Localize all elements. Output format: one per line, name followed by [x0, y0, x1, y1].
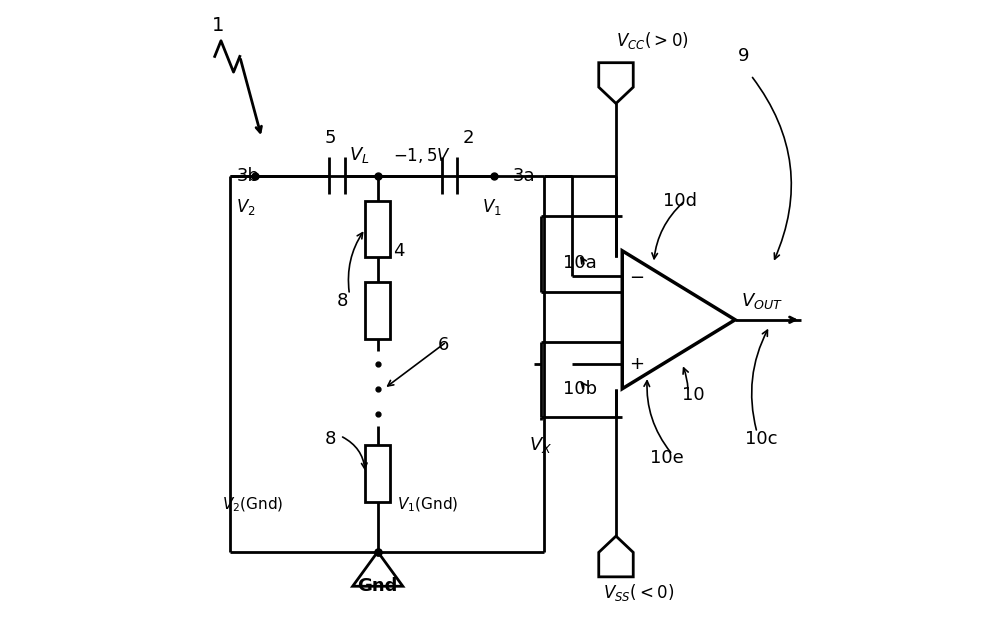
Text: 8: 8 — [337, 292, 348, 310]
Polygon shape — [622, 251, 735, 389]
Text: $V_{SS}(<0)$: $V_{SS}(<0)$ — [603, 582, 675, 603]
Text: $V_1$(Gnd): $V_1$(Gnd) — [397, 495, 459, 514]
Text: 3b: 3b — [237, 167, 260, 184]
Text: 10b: 10b — [563, 380, 597, 398]
Text: 8: 8 — [324, 430, 336, 448]
Text: $V_{CC}(>0)$: $V_{CC}(>0)$ — [616, 30, 689, 51]
Text: $V_2$(Gnd): $V_2$(Gnd) — [222, 495, 283, 514]
Text: $V_2$: $V_2$ — [236, 197, 256, 217]
Text: 1: 1 — [212, 16, 224, 34]
Text: $+$: $+$ — [629, 355, 644, 372]
Text: 3a: 3a — [513, 167, 535, 184]
Text: 10c: 10c — [745, 430, 777, 448]
Bar — [365, 445, 390, 502]
Polygon shape — [599, 536, 633, 577]
Text: 5: 5 — [324, 129, 336, 147]
Text: $V_1$: $V_1$ — [482, 197, 502, 217]
Polygon shape — [353, 552, 403, 586]
Text: 10a: 10a — [563, 255, 596, 272]
Text: $V_{OUT}$: $V_{OUT}$ — [741, 291, 783, 311]
Text: $-1,5V$: $-1,5V$ — [393, 146, 451, 165]
Text: 2: 2 — [462, 129, 474, 147]
Text: 4: 4 — [393, 242, 405, 260]
Text: $V_X$: $V_X$ — [529, 435, 552, 455]
Bar — [365, 282, 390, 339]
Text: $V_L$: $V_L$ — [349, 145, 369, 166]
Text: 9: 9 — [738, 48, 750, 65]
Polygon shape — [599, 63, 633, 103]
Text: 10: 10 — [682, 386, 704, 404]
Text: 6: 6 — [437, 336, 449, 354]
Text: $-$: $-$ — [629, 267, 644, 285]
Text: 10e: 10e — [650, 449, 684, 466]
Text: 10d: 10d — [663, 192, 697, 209]
Text: Gnd: Gnd — [358, 577, 398, 595]
Bar — [365, 201, 390, 257]
